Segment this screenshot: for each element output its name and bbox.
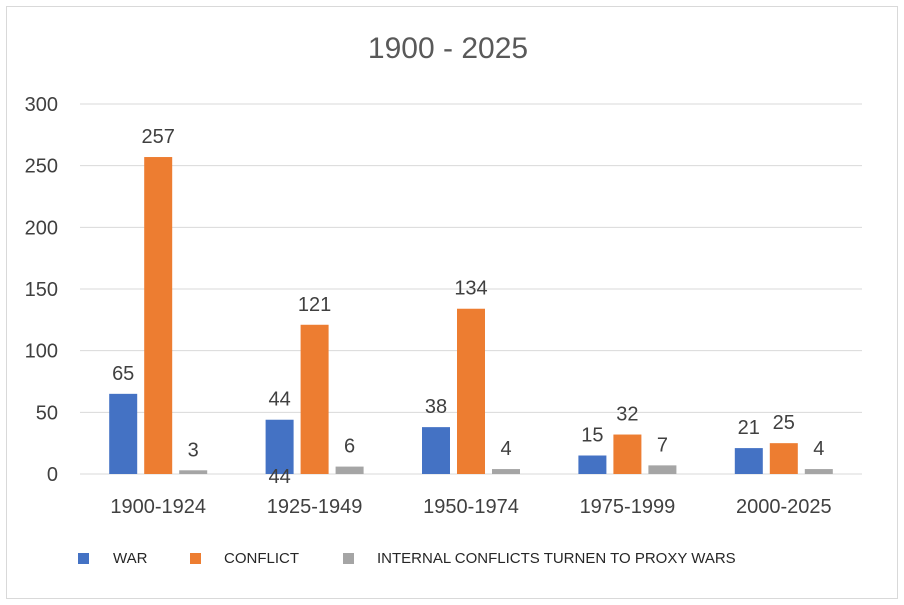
gridlines	[80, 103, 862, 475]
data-label: 15	[581, 425, 603, 447]
x-tick-label: 1900-1924	[110, 496, 206, 518]
y-tick-label: 100	[25, 341, 58, 363]
y-tick-label: 300	[25, 94, 58, 116]
x-tick-label: 1950-1974	[423, 496, 519, 518]
legend-label: INTERNAL CONFLICTS TURNEN TO PROXY WARS	[377, 550, 736, 567]
data-label: 4	[813, 438, 824, 460]
x-tick-label: 1975-1999	[580, 496, 676, 518]
bar-war	[109, 393, 138, 474]
y-axis-ticks: 0 50 100 150 200 250 300	[25, 94, 58, 486]
x-axis-ticks: 1900-1924 1925-1949 1950-1974 1975-1999 2000…	[110, 496, 831, 518]
legend-swatch	[343, 553, 354, 564]
chart-title: 1900 - 2025	[368, 32, 528, 65]
data-label: 21	[738, 417, 760, 439]
bar-conflict	[144, 157, 173, 475]
data-label: 44	[268, 389, 290, 411]
data-label: 121	[298, 294, 331, 316]
legend-label: CONFLICT	[224, 550, 299, 567]
bar-conflict	[769, 443, 798, 474]
x-tick-label: 2000-2025	[736, 496, 832, 518]
y-tick-label: 0	[47, 464, 58, 486]
data-labels: 65 257 3 44 121 6 38 134 4 15 32 7 21 25 4	[112, 126, 824, 461]
bar-conflict	[613, 434, 642, 474]
y-tick-label: 150	[25, 279, 58, 301]
data-label: 6	[344, 436, 355, 458]
bar-war	[734, 448, 763, 474]
annotation-label: 44	[268, 466, 290, 488]
legend: WAR CONFLICT INTERNAL CONFLICTS TURNEN TO …	[78, 550, 736, 567]
bar-war	[422, 427, 450, 474]
legend-swatch	[190, 553, 201, 564]
bar-war	[578, 455, 607, 474]
data-label: 3	[188, 439, 199, 461]
bar-internal	[179, 470, 208, 474]
data-label: 134	[454, 278, 487, 300]
y-tick-label: 250	[25, 156, 58, 178]
data-label: 7	[657, 434, 668, 456]
bars	[109, 157, 833, 475]
y-tick-label: 200	[25, 217, 58, 239]
data-label: 65	[112, 363, 134, 385]
bar-conflict	[300, 324, 329, 474]
x-tick-label: 1925-1949	[267, 496, 363, 518]
data-label: 257	[142, 126, 175, 148]
legend-swatch	[78, 553, 89, 564]
bar-internal	[492, 469, 520, 474]
data-label: 25	[773, 412, 795, 434]
annotations: 44	[268, 466, 290, 488]
bar-internal	[648, 465, 677, 474]
data-label: 38	[425, 396, 447, 418]
data-label: 32	[616, 404, 638, 426]
bar-internal	[335, 466, 364, 474]
y-tick-label: 50	[36, 402, 58, 424]
bar-conflict	[457, 308, 485, 474]
bar-internal	[804, 469, 833, 474]
data-label: 4	[500, 438, 511, 460]
bar-war	[265, 419, 294, 474]
legend-label: WAR	[113, 550, 148, 567]
